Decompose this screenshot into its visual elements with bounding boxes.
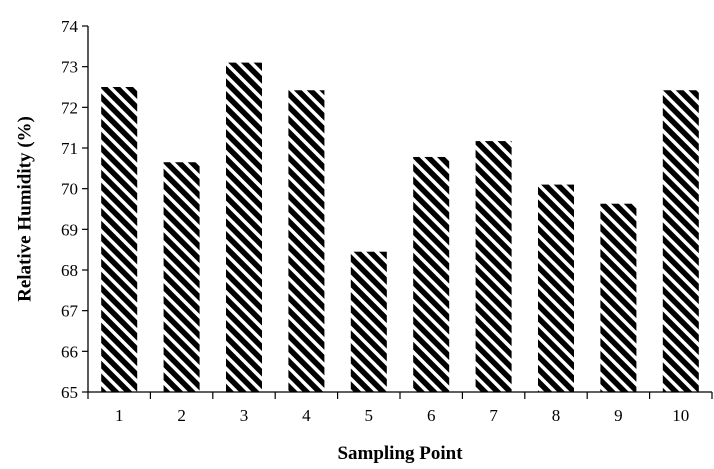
y-ticks-layer: 65 66 67 68 69 70 71 72 73 74 [61, 17, 88, 402]
bar-1 [101, 87, 138, 392]
x-tick-label: 8 [552, 406, 561, 425]
x-tick-label: 1 [115, 406, 124, 425]
bar-3 [226, 62, 262, 392]
bar-8 [538, 184, 574, 392]
y-tick-label: 69 [61, 220, 78, 239]
bars-layer [101, 62, 699, 393]
y-tick-label: 71 [61, 139, 78, 158]
y-tick-label: 74 [61, 17, 79, 36]
x-tick-label: 6 [427, 406, 436, 425]
x-axis-title: Sampling Point [337, 443, 463, 464]
y-tick-label: 73 [61, 58, 78, 77]
x-ticks-layer: 1 2 3 4 5 6 7 8 9 10 [87, 392, 713, 425]
bar-4 [288, 90, 325, 393]
bar-10 [662, 90, 699, 393]
y-tick-label: 68 [61, 261, 78, 280]
bar-5 [350, 251, 387, 392]
bar-2 [163, 162, 200, 392]
x-tick-label: 4 [302, 406, 311, 425]
x-tick-label: 7 [489, 406, 498, 425]
bar-7 [475, 141, 512, 392]
y-tick-label: 72 [61, 98, 78, 117]
y-tick-label: 65 [61, 383, 78, 402]
y-tick-label: 66 [61, 342, 78, 361]
y-axis-title: Relative Humidity (%) [14, 116, 35, 302]
x-tick-label: 5 [365, 406, 374, 425]
y-tick-label: 70 [61, 180, 78, 199]
bar-6 [413, 156, 450, 392]
x-tick-label: 2 [177, 406, 186, 425]
x-tick-label: 9 [614, 406, 623, 425]
x-tick-label: 10 [672, 406, 689, 425]
bar-9 [600, 203, 637, 392]
y-tick-label: 67 [61, 302, 79, 321]
x-tick-label: 3 [240, 406, 249, 425]
